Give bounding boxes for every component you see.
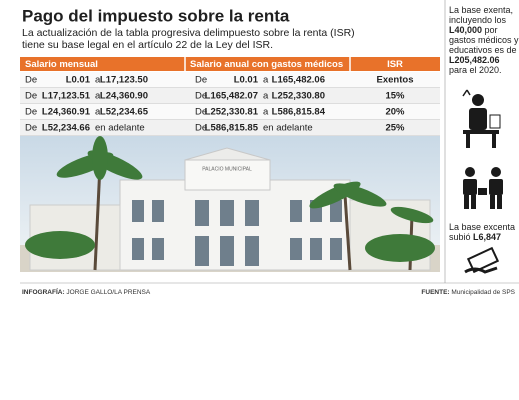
table-cell: De <box>25 91 37 102</box>
table-cell: L0.01 <box>66 75 91 86</box>
footer-credit: INFOGRAFÍA: JORGE GALLO/LA PRENSA <box>22 289 150 296</box>
table-cell: De <box>25 107 37 118</box>
table-cell: en adelante <box>95 123 145 134</box>
table-cell: De <box>195 91 207 102</box>
text: La base excenta subió <box>449 222 516 242</box>
table-cell: a <box>263 91 269 102</box>
text: por gastos médicos y educativos es de <box>449 25 519 55</box>
label: FUENTE: <box>421 289 450 296</box>
table-cell: L17,123.51 <box>42 91 91 102</box>
amount: L40,000 <box>449 25 483 35</box>
table-cell: L586,815.84 <box>272 107 326 118</box>
table-row <box>20 72 440 87</box>
title: Pago del impuesto sobre la renta <box>22 6 290 25</box>
table-cell: L0.01 <box>234 75 259 86</box>
table-cell: L165,482.06 <box>272 75 325 86</box>
table-cell: De <box>25 123 37 134</box>
money-icon <box>464 246 500 274</box>
table-cell: De <box>195 123 207 134</box>
text: para el 2020. <box>449 65 502 75</box>
table-cell: 15% <box>385 91 405 102</box>
table-cell: en adelante <box>263 123 313 134</box>
amount: L6,847 <box>473 232 502 242</box>
table-cell: De <box>195 107 207 118</box>
table-cell: a <box>263 107 269 118</box>
table-cell: De <box>195 75 207 86</box>
subtitle-line: tiene su base legal en el artículo 22 de… <box>22 39 273 51</box>
table-cell: a <box>263 75 269 86</box>
label: INFOGRAFÍA: <box>22 289 65 296</box>
table-cell: L52,234.66 <box>42 123 90 134</box>
footer-source: FUENTE: Municipalidad de SPS <box>421 289 515 296</box>
text: Municipalidad de SPS <box>449 289 515 296</box>
table-cell: L24,360.90 <box>100 91 148 102</box>
people-icon <box>463 167 503 209</box>
table-cell: a <box>95 91 101 102</box>
table-cell: L252,330.80 <box>272 91 325 102</box>
table-cell: L24,360.91 <box>42 107 91 118</box>
table-cell: L17,123.50 <box>100 75 148 86</box>
amount: L205,482.06 <box>449 55 500 65</box>
table-cell: a <box>95 75 101 86</box>
sidebar-note: La base excenta subió L6,847 <box>449 222 519 242</box>
text: JORGE GALLO/LA PRENSA <box>64 289 151 296</box>
table-cell: De <box>25 75 37 86</box>
table-body: De L0.01 a L17,123.50 De L0.01 a L165,482.06 Exe… <box>20 72 440 136</box>
table-cell: L252,330.81 <box>205 107 259 118</box>
table-header: Salario mensual <box>25 59 98 70</box>
table-row <box>20 104 440 119</box>
table-header-bar <box>20 57 440 71</box>
table-cell: L586,815.85 <box>205 123 259 134</box>
table-cell: 20% <box>385 107 405 118</box>
doctor-icon <box>462 89 501 148</box>
table-cell: L165,482.07 <box>205 91 258 102</box>
text: La base exenta, incluyendo los <box>449 5 514 25</box>
table-cell: L52,234.65 <box>100 107 149 118</box>
table-cell: Exentos <box>377 75 414 86</box>
table-cell: a <box>95 107 101 118</box>
subtitle-line: La actualización de la tabla progresiva … <box>22 27 355 39</box>
photo: PALACIO MUNICIPAL <box>20 136 440 272</box>
table-cell: 25% <box>385 123 405 134</box>
table-row <box>20 88 440 103</box>
table-header: ISR <box>387 59 403 70</box>
table-header: Salario anual con gastos médicos <box>190 59 343 70</box>
table-row <box>20 120 440 135</box>
photo-sign: PALACIO MUNICIPAL <box>202 166 252 172</box>
sidebar-note: La base exenta, incluyendo los L40,000 p… <box>449 5 519 75</box>
